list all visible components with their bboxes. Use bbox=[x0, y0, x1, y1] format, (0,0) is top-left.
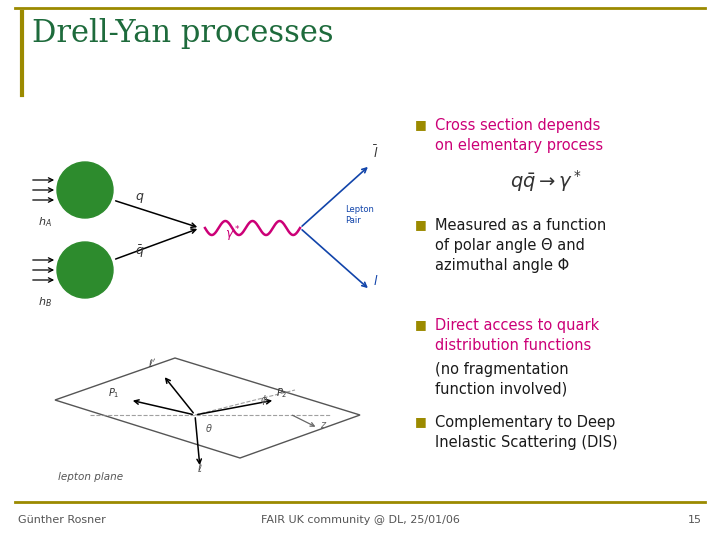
Text: ■: ■ bbox=[415, 415, 427, 428]
Text: $\gamma^*$: $\gamma^*$ bbox=[225, 224, 241, 244]
Text: $\ell$: $\ell$ bbox=[197, 462, 202, 474]
Text: $q\bar{q} \rightarrow \gamma^*$: $q\bar{q} \rightarrow \gamma^*$ bbox=[510, 168, 582, 194]
Text: (no fragmentation
function involved): (no fragmentation function involved) bbox=[435, 362, 569, 397]
Text: Direct access to quark
distribution functions: Direct access to quark distribution func… bbox=[435, 318, 599, 353]
Text: Measured as a function
of polar angle Θ and
azimuthal angle Φ: Measured as a function of polar angle Θ … bbox=[435, 218, 606, 273]
Text: $q$: $q$ bbox=[135, 191, 145, 205]
Text: 15: 15 bbox=[688, 515, 702, 525]
Text: Complementary to Deep
Inelastic Scattering (DIS): Complementary to Deep Inelastic Scatteri… bbox=[435, 415, 618, 450]
Text: Günther Rosner: Günther Rosner bbox=[18, 515, 106, 525]
Circle shape bbox=[57, 162, 113, 218]
Circle shape bbox=[57, 242, 113, 298]
Text: $P_1$: $P_1$ bbox=[108, 386, 120, 400]
Text: ■: ■ bbox=[415, 118, 427, 131]
Text: FAIR UK community @ DL, 25/01/06: FAIR UK community @ DL, 25/01/06 bbox=[261, 515, 459, 525]
Text: $h_B$: $h_B$ bbox=[38, 295, 52, 309]
Text: $z$: $z$ bbox=[320, 420, 328, 430]
Text: $\theta$: $\theta$ bbox=[205, 422, 213, 434]
Text: $\phi$: $\phi$ bbox=[260, 393, 268, 407]
Text: Cross section depends
on elementary process: Cross section depends on elementary proc… bbox=[435, 118, 603, 153]
Text: $P_2$: $P_2$ bbox=[276, 386, 287, 400]
Text: Drell-Yan processes: Drell-Yan processes bbox=[32, 18, 333, 49]
Text: ■: ■ bbox=[415, 218, 427, 231]
Text: $\ell'$: $\ell'$ bbox=[148, 357, 157, 369]
Text: $\bar{q}$: $\bar{q}$ bbox=[135, 244, 145, 260]
Text: $\bar{l}$: $\bar{l}$ bbox=[373, 145, 379, 161]
Text: ■: ■ bbox=[415, 318, 427, 331]
Text: $l$: $l$ bbox=[373, 274, 379, 288]
Text: $h_A$: $h_A$ bbox=[38, 215, 52, 229]
Text: Lepton
Pair: Lepton Pair bbox=[345, 205, 374, 225]
Text: lepton plane: lepton plane bbox=[58, 472, 123, 482]
